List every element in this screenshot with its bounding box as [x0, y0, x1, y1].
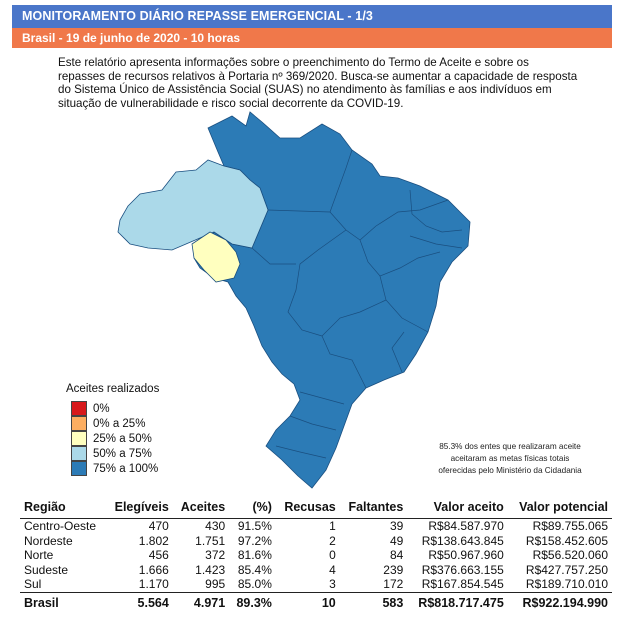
legend-swatch [71, 446, 87, 461]
table-cell: 1.666 [138, 562, 169, 577]
legend-label: 25% a 50% [93, 432, 152, 445]
table-row: Centro-Oeste 470 430 91.5% 1 39 R$84.587.970 R$… [20, 519, 612, 534]
legend-swatch [71, 431, 87, 446]
col-header-percent: (%) [229, 498, 276, 519]
table-cell: Nordeste [24, 533, 73, 548]
table-cell: 0 [329, 548, 336, 562]
table-cell: 3 [329, 577, 336, 591]
table-cell: 2 [329, 533, 336, 548]
regional-summary-table: Região Elegíveis Aceites (%) Recusas Fal… [20, 498, 612, 610]
table-cell: 84 [389, 548, 404, 562]
table-row: Sudeste 1.666 1.423 85.4% 4 239 R$376.663.155 R… [20, 563, 612, 578]
col-header-refusals: Recusas [275, 498, 340, 519]
table-cell: 995 [205, 577, 226, 591]
total-cell: 10 [275, 591, 340, 610]
legend-label: 0% a 25% [93, 417, 146, 430]
table-total-row: Brasil 5.564 4.971 89.3% 10 583 R$818.71… [20, 591, 612, 610]
legend-label: 75% a 100% [93, 462, 159, 475]
table-cell: Norte [24, 548, 54, 562]
report-title: MONITORAMENTO DIÁRIO REPASSE EMERGENCIAL… [12, 5, 612, 28]
table-cell: 49 [389, 533, 404, 548]
table-cell: 372 [205, 548, 226, 562]
legend-item: 50% a 75% [66, 446, 159, 461]
state-borders [251, 149, 463, 459]
note-line: 85.3% dos entes que realizaram aceite [439, 442, 581, 451]
table-cell: 430 [205, 519, 226, 533]
col-header-accepted-value: Valor aceito [407, 498, 508, 519]
table-cell: 91.5% [237, 519, 272, 533]
total-cell: 5.564 [105, 591, 173, 610]
total-cell: 89.3% [229, 591, 276, 610]
intro-paragraph: Este relatório apresenta informações sob… [58, 56, 578, 110]
legend-item: 0% [66, 401, 159, 416]
legend-swatch [71, 401, 87, 416]
table-cell: Centro-Oeste [24, 519, 97, 533]
table-cell: 1 [329, 519, 336, 533]
table-cell: R$427.757.250 [525, 562, 608, 577]
table-cell: R$84.587.970 [428, 519, 504, 533]
col-header-eligible: Elegíveis [105, 498, 173, 519]
total-cell: Brasil [20, 591, 106, 610]
note-line: aceitaram as metas físicas totais [450, 454, 570, 463]
legend-label: 0% [93, 402, 110, 415]
table-cell: R$56.520.060 [532, 548, 608, 562]
table-cell: 4 [329, 562, 336, 577]
table-cell: R$158.452.605 [525, 533, 608, 548]
table-cell: 470 [148, 519, 169, 533]
legend-swatch [71, 416, 87, 431]
table-cell: 1.802 [138, 533, 169, 548]
total-cell: R$922.194.990 [507, 591, 612, 610]
table-row: Sul 1.170 995 85.0% 3 172 R$167.854.545 R$189.7… [20, 577, 612, 592]
map-region-75-100 [193, 111, 471, 489]
table-cell: 1.751 [195, 533, 226, 548]
acceptance-note: 85.3% dos entes que realizaram aceite ac… [425, 441, 595, 477]
legend-item: 25% a 50% [66, 431, 159, 446]
table-cell: 239 [383, 562, 404, 577]
total-cell: 4.971 [172, 591, 230, 610]
table-cell: R$89.755.065 [532, 519, 608, 533]
map-region-25-50 [191, 231, 241, 283]
table-cell: R$376.663.155 [421, 562, 504, 577]
table-cell: 81.6% [237, 548, 272, 562]
map-region-50-75 [117, 159, 269, 251]
table-cell: Sudeste [24, 562, 69, 577]
legend-swatch [71, 461, 87, 476]
table-cell: R$189.710.010 [525, 577, 608, 591]
table-cell: 85.0% [237, 577, 272, 591]
table-cell: 85.4% [237, 562, 272, 577]
col-header-region: Região [20, 498, 106, 519]
table-cell: 1.423 [195, 562, 226, 577]
col-header-potential-value: Valor potencial [507, 498, 612, 519]
table-cell: R$138.643.845 [421, 533, 504, 548]
table-cell: 39 [389, 519, 404, 533]
legend-title: Aceites realizados [66, 383, 160, 395]
col-header-missing: Faltantes [339, 498, 408, 519]
table-cell: 97.2% [237, 533, 272, 548]
table-header-row: Região Elegíveis Aceites (%) Recusas Fal… [20, 498, 612, 519]
note-line: oferecidas pelo Ministério da Cidadania [438, 466, 582, 475]
col-header-accepted: Aceites [172, 498, 230, 519]
table-cell: 172 [383, 577, 404, 591]
table-cell: 456 [148, 548, 169, 562]
map-legend: Aceites realizados 0% 0% a 25% 25% a 50%… [66, 383, 159, 476]
table-cell: R$50.967.960 [428, 548, 504, 562]
table-row: Norte 456 372 81.6% 0 84 R$50.967.960 R$56.520.… [20, 548, 612, 563]
total-cell: R$818.717.475 [407, 591, 508, 610]
table-row: Nordeste 1.802 1.751 97.2% 2 49 R$138.643.845 R… [20, 534, 612, 549]
table-cell: 1.170 [138, 577, 169, 591]
table-cell: Sul [24, 577, 42, 591]
legend-item: 0% a 25% [66, 416, 159, 431]
legend-item: 75% a 100% [66, 461, 159, 476]
report-subtitle: Brasil - 19 de junho de 2020 - 10 horas [12, 28, 612, 48]
table-cell: R$167.854.545 [421, 577, 504, 591]
legend-label: 50% a 75% [93, 447, 152, 460]
total-cell: 583 [339, 591, 408, 610]
